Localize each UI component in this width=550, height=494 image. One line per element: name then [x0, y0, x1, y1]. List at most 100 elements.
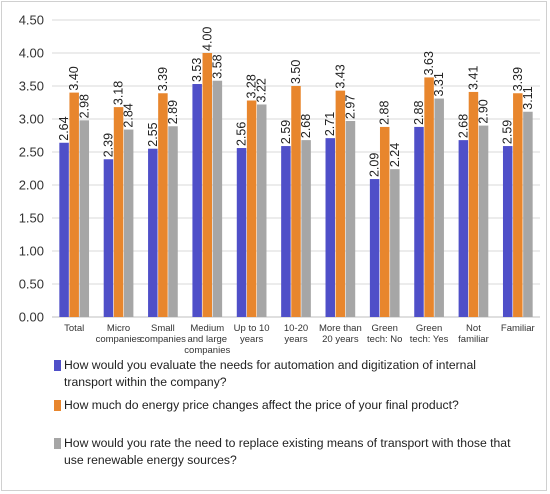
data-label-series-2: 3.41 — [466, 66, 480, 90]
legend-label-series-2: How much do energy price changes affect … — [64, 398, 459, 412]
x-tick-label: Small companies — [140, 323, 186, 345]
bar-series-1 — [281, 146, 291, 317]
bar-series-2 — [69, 92, 79, 317]
data-label-series-1: 2.55 — [146, 122, 160, 146]
bar-series-2 — [158, 93, 168, 317]
bar-series-3 — [345, 120, 356, 317]
legend-swatch-series-1 — [54, 360, 61, 371]
bar-series-2 — [424, 77, 434, 317]
x-tick-label: Not familiar — [458, 323, 489, 345]
y-tick-label: 4.50 — [19, 13, 44, 28]
bar-series-1 — [148, 148, 158, 317]
data-labels: 2.64 3.40 2.98 2.39 3.182.84 2.55 3.39 2.89 3.53… — [57, 27, 535, 177]
data-label-series-1: 2.71 — [323, 112, 337, 136]
data-label-series-3: 3.58 — [210, 54, 224, 78]
y-tick-label: 3.00 — [19, 112, 44, 127]
data-label-series-1: 2.59 — [279, 120, 293, 144]
legend-label-series-3: How would you rate the need to replace e… — [64, 436, 511, 467]
data-label-series-1: 2.88 — [412, 101, 426, 125]
bar-series-2 — [202, 53, 213, 317]
bar-series-3 — [434, 98, 444, 317]
x-tick-label: Medium and large companies — [184, 323, 230, 356]
y-tick-label: 0.00 — [19, 310, 44, 325]
data-label-series-3: 3.22 — [255, 78, 269, 102]
data-label-series-2: 3.28 — [245, 74, 259, 98]
bar-series-3 — [212, 80, 223, 317]
bar-series-2 — [335, 90, 346, 318]
bar-series-3 — [523, 111, 533, 318]
data-label-series-3: 2.84 — [122, 103, 136, 127]
bar-series-1 — [414, 126, 424, 317]
data-label-series-2: 3.63 — [422, 51, 436, 75]
data-label-series-1: 2.59 — [501, 120, 515, 144]
data-label-series-3: 2.89 — [166, 100, 180, 124]
data-label-series-3: 3.31 — [432, 72, 446, 96]
bar-series-3 — [390, 169, 400, 317]
data-label-series-2: 3.50 — [289, 60, 303, 84]
bar-series-2 — [513, 93, 523, 317]
data-label-series-2: 4.00 — [200, 27, 214, 51]
data-label-series-1: 2.39 — [101, 133, 115, 157]
bar-series-3 — [168, 126, 178, 317]
data-label-series-3: 2.90 — [477, 99, 491, 123]
data-label-series-1: 3.53 — [190, 58, 204, 82]
bar-series-3 — [256, 104, 267, 317]
bar-series-2 — [379, 126, 390, 317]
data-label-series-1: 2.68 — [456, 114, 470, 138]
data-label-series-3: 3.11 — [521, 86, 535, 109]
data-label-series-1: 2.64 — [57, 116, 71, 140]
y-tick-label: 1.50 — [19, 211, 44, 226]
x-tick-label: Green tech: Yes — [410, 323, 449, 345]
bar-series-2 — [291, 86, 301, 317]
data-label-series-2: 3.39 — [156, 67, 170, 91]
bar-series-1 — [103, 159, 114, 317]
data-label-series-2: 3.43 — [333, 64, 347, 88]
y-tick-label: 4.00 — [19, 46, 44, 61]
y-axis-ticks: 0.00 0.50 1.00 1.50 2.00 2.50 3.00 3.50 4.00 4.50 — [19, 13, 44, 325]
data-label-series-3: 2.24 — [388, 143, 402, 167]
bar-series-1 — [236, 148, 247, 317]
y-tick-label: 1.00 — [19, 244, 44, 259]
legend-item-series-2: How much do energy price changes affect … — [54, 397, 524, 414]
legend-swatch-series-3 — [54, 438, 61, 449]
y-tick-label: 2.00 — [19, 178, 44, 193]
y-tick-label: 0.50 — [19, 277, 44, 292]
data-label-series-3: 2.97 — [343, 95, 357, 119]
x-tick-label: Up to 10 years — [234, 323, 270, 345]
legend-item-series-1: How would you evaluate the needs for aut… — [54, 357, 524, 390]
bar-series-3 — [79, 120, 90, 317]
bar-series-2 — [468, 91, 479, 317]
x-tick-label: Green tech: No — [367, 323, 402, 345]
data-label-series-1: 2.56 — [235, 122, 249, 146]
legend-label-series-1: How would you evaluate the needs for aut… — [64, 358, 476, 389]
bar-series-1 — [59, 142, 69, 317]
bar-series-1 — [369, 179, 380, 317]
bar-series-2 — [113, 107, 124, 318]
y-tick-label: 3.50 — [19, 79, 44, 94]
x-tick-label: Micro companies — [96, 323, 142, 345]
data-label-series-1: 2.09 — [368, 153, 382, 177]
x-tick-label: Total — [64, 323, 84, 334]
data-label-series-2: 3.18 — [112, 81, 126, 105]
bar-series-2 — [246, 100, 257, 318]
bar-series-3 — [123, 129, 134, 317]
y-tick-label: 2.50 — [19, 145, 44, 160]
bar-series-3 — [301, 140, 311, 317]
x-tick-label: More than 20 years — [319, 323, 362, 345]
legend-swatch-series-2 — [54, 400, 61, 411]
data-label-series-3: 2.68 — [299, 114, 313, 138]
bar-series-1 — [192, 84, 202, 318]
x-tick-label: 10-20 years — [284, 323, 308, 345]
data-label-series-2: 3.39 — [511, 67, 525, 91]
bar-series-3 — [478, 125, 489, 317]
bars — [59, 53, 533, 318]
legend-item-series-3: How would you rate the need to replace e… — [54, 435, 524, 468]
bar-series-1 — [458, 140, 469, 317]
data-label-series-2: 2.88 — [378, 101, 392, 125]
bar-series-1 — [502, 146, 513, 317]
x-tick-label: Familiar — [501, 323, 535, 334]
data-label-series-2: 3.40 — [67, 66, 81, 90]
